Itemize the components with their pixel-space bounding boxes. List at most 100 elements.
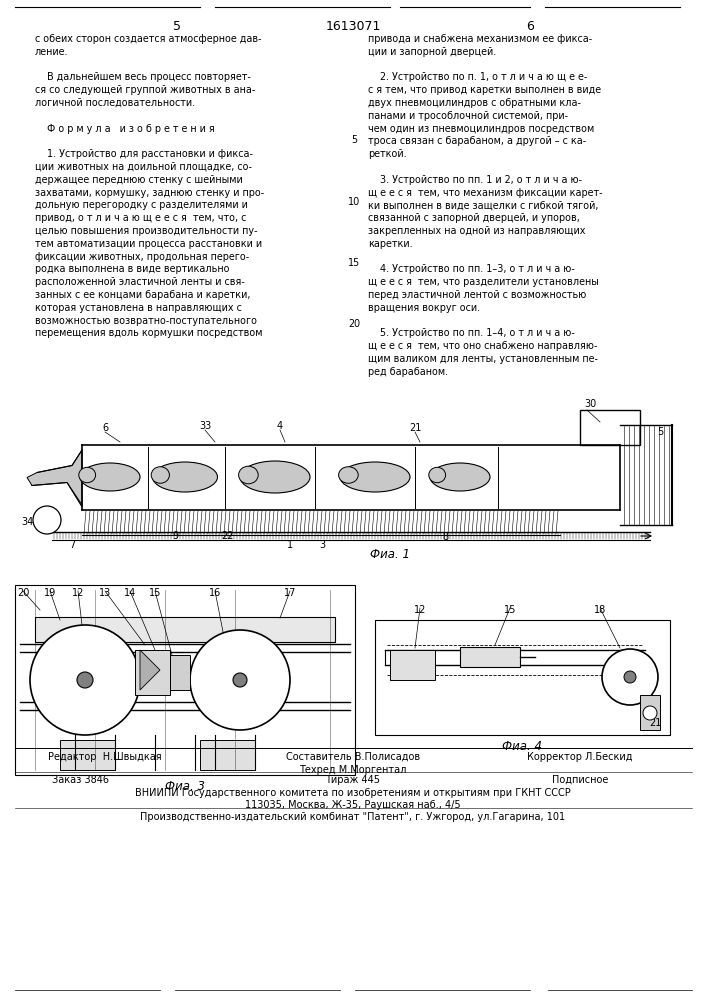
Text: 16: 16 xyxy=(209,588,221,598)
Text: привода и снабжена механизмом ее фикса-: привода и снабжена механизмом ее фикса- xyxy=(368,34,592,44)
Text: щ е е с я  тем, что разделители установлены: щ е е с я тем, что разделители установле… xyxy=(368,277,599,287)
Text: реткой.: реткой. xyxy=(368,149,407,159)
Text: Фиа. 4: Фиа. 4 xyxy=(502,740,542,753)
Text: Фиа. 3: Фиа. 3 xyxy=(165,780,205,793)
Text: держащее переднюю стенку с шейными: держащее переднюю стенку с шейными xyxy=(35,175,243,185)
Text: 21: 21 xyxy=(409,423,421,433)
Text: 12: 12 xyxy=(414,605,426,615)
Text: панами и трособлочной системой, при-: панами и трособлочной системой, при- xyxy=(368,111,568,121)
Bar xyxy=(35,617,335,642)
Text: 3: 3 xyxy=(319,540,325,550)
Text: 2. Устройство по п. 1, о т л и ч а ю щ е е-: 2. Устройство по п. 1, о т л и ч а ю щ е… xyxy=(368,72,588,82)
Text: Производственно-издательский комбинат "Патент", г. Ужгород, ул.Гагарина, 101: Производственно-издательский комбинат "П… xyxy=(141,812,566,822)
Circle shape xyxy=(602,649,658,705)
Text: с обеих сторон создается атмосферное дав-: с обеих сторон создается атмосферное дав… xyxy=(35,34,262,44)
Text: 5: 5 xyxy=(173,20,181,33)
Text: перед эластичной лентой с возможностью: перед эластичной лентой с возможностью xyxy=(368,290,586,300)
Text: ВНИИПИ Государственного комитета по изобретениям и открытиям при ГКНТ СССР: ВНИИПИ Государственного комитета по изоб… xyxy=(135,788,571,798)
Circle shape xyxy=(624,671,636,683)
Circle shape xyxy=(33,506,61,534)
Ellipse shape xyxy=(340,462,410,492)
Text: щ е е с я  тем, что оно снабжено направляю-: щ е е с я тем, что оно снабжено направля… xyxy=(368,341,597,351)
Text: 34: 34 xyxy=(21,517,33,527)
Ellipse shape xyxy=(153,462,218,492)
Text: 22: 22 xyxy=(222,531,234,541)
Text: ции животных на доильной площадке, со-: ции животных на доильной площадке, со- xyxy=(35,162,252,172)
Text: Техред М.Моргентал: Техред М.Моргентал xyxy=(299,765,407,775)
Text: захватами, кормушку, заднюю стенку и про-: захватами, кормушку, заднюю стенку и про… xyxy=(35,188,264,198)
Text: 19: 19 xyxy=(44,588,56,598)
Ellipse shape xyxy=(151,467,170,483)
Circle shape xyxy=(77,672,93,688)
Text: 4. Устройство по пп. 1–3, о т л и ч а ю-: 4. Устройство по пп. 1–3, о т л и ч а ю- xyxy=(368,264,575,274)
Circle shape xyxy=(30,625,140,735)
Text: Ф о р м у л а   и з о б р е т е н и я: Ф о р м у л а и з о б р е т е н и я xyxy=(35,124,215,134)
Text: 7: 7 xyxy=(69,540,75,550)
Text: 1: 1 xyxy=(287,540,293,550)
Bar xyxy=(460,647,520,667)
Ellipse shape xyxy=(78,467,95,483)
Text: фиксации животных, продольная перего-: фиксации животных, продольная перего- xyxy=(35,252,250,262)
Text: ление.: ление. xyxy=(35,47,69,57)
Text: 5. Устройство по пп. 1–4, о т л и ч а ю-: 5. Устройство по пп. 1–4, о т л и ч а ю- xyxy=(368,328,575,338)
Text: ки выполнен в виде защелки с гибкой тягой,: ки выполнен в виде защелки с гибкой тяго… xyxy=(368,200,599,210)
Ellipse shape xyxy=(238,466,258,484)
Text: дольную перегородку с разделителями и: дольную перегородку с разделителями и xyxy=(35,200,248,210)
Text: Фиа. 1: Фиа. 1 xyxy=(370,548,410,561)
Text: перемещения вдоль кормушки посредством: перемещения вдоль кормушки посредством xyxy=(35,328,262,338)
Text: 12: 12 xyxy=(72,588,84,598)
Text: 18: 18 xyxy=(594,605,606,615)
Text: 20: 20 xyxy=(17,588,29,598)
Ellipse shape xyxy=(240,461,310,493)
Polygon shape xyxy=(140,650,160,690)
Ellipse shape xyxy=(80,463,140,491)
Bar xyxy=(640,695,660,730)
Circle shape xyxy=(643,706,657,720)
Ellipse shape xyxy=(339,467,358,483)
Text: Составитель В.Полисадов: Составитель В.Полисадов xyxy=(286,752,420,762)
Text: целью повышения производительности пу-: целью повышения производительности пу- xyxy=(35,226,257,236)
Text: закрепленных на одной из направляющих: закрепленных на одной из направляющих xyxy=(368,226,585,236)
Bar xyxy=(15,585,355,775)
Text: ции и запорной дверцей.: ции и запорной дверцей. xyxy=(368,47,496,57)
Text: связанной с запорной дверцей, и упоров,: связанной с запорной дверцей, и упоров, xyxy=(368,213,580,223)
Bar xyxy=(390,650,435,680)
Text: Тираж 445: Тираж 445 xyxy=(325,775,380,785)
Text: Редактор  Н.Швыдкая: Редактор Н.Швыдкая xyxy=(48,752,162,762)
Text: 30: 30 xyxy=(584,399,596,409)
Text: 113035, Москва, Ж-35, Раушская наб., 4/5: 113035, Москва, Ж-35, Раушская наб., 4/5 xyxy=(245,800,461,810)
Text: ред барабаном.: ред барабаном. xyxy=(368,367,448,377)
Text: вращения вокруг оси.: вращения вокруг оси. xyxy=(368,303,480,313)
Circle shape xyxy=(233,673,247,687)
Text: 3. Устройство по пп. 1 и 2, о т л и ч а ю-: 3. Устройство по пп. 1 и 2, о т л и ч а … xyxy=(368,175,582,185)
Text: 14: 14 xyxy=(124,588,136,598)
Text: 33: 33 xyxy=(199,421,211,431)
Bar xyxy=(170,655,190,690)
Bar xyxy=(375,620,670,735)
Polygon shape xyxy=(27,450,82,507)
Text: 6: 6 xyxy=(102,423,108,433)
Text: 10: 10 xyxy=(348,197,360,207)
Bar xyxy=(580,410,640,445)
Text: Подписное: Подписное xyxy=(551,775,608,785)
Text: занных с ее концами барабана и каретки,: занных с ее концами барабана и каретки, xyxy=(35,290,250,300)
Text: 20: 20 xyxy=(348,319,360,329)
Text: логичной последовательности.: логичной последовательности. xyxy=(35,98,195,108)
Text: 15: 15 xyxy=(148,588,161,598)
Text: которая установлена в направляющих с: которая установлена в направляющих с xyxy=(35,303,242,313)
Text: щ е е с я  тем, что механизм фиксации карет-: щ е е с я тем, что механизм фиксации кар… xyxy=(368,188,602,198)
Text: родка выполнена в виде вертикально: родка выполнена в виде вертикально xyxy=(35,264,230,274)
Bar xyxy=(200,740,255,770)
Text: чем один из пневмоцилиндров посредством: чем один из пневмоцилиндров посредством xyxy=(368,124,595,134)
Ellipse shape xyxy=(429,467,445,483)
Text: Корректор Л.Бескид: Корректор Л.Бескид xyxy=(527,752,633,762)
Text: 21: 21 xyxy=(649,718,661,728)
Text: расположенной эластичной ленты и свя-: расположенной эластичной ленты и свя- xyxy=(35,277,245,287)
Text: 5: 5 xyxy=(351,135,357,145)
Text: ся со следующей группой животных в ана-: ся со следующей группой животных в ана- xyxy=(35,85,255,95)
Text: В дальнейшем весь процесс повторяет-: В дальнейшем весь процесс повторяет- xyxy=(35,72,251,82)
Text: троса связан с барабаном, а другой – с ка-: троса связан с барабаном, а другой – с к… xyxy=(368,136,586,146)
Text: каретки.: каретки. xyxy=(368,239,413,249)
Text: щим валиком для ленты, установленным пе-: щим валиком для ленты, установленным пе- xyxy=(368,354,598,364)
Text: двух пневмоцилиндров с обратными кла-: двух пневмоцилиндров с обратными кла- xyxy=(368,98,581,108)
